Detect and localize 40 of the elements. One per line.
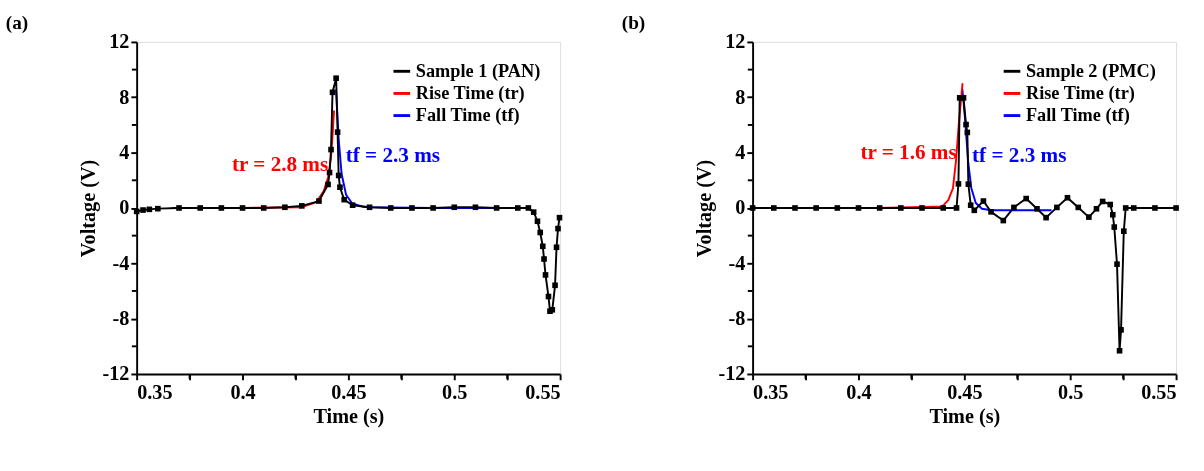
y-tick-label: -12: [102, 362, 130, 385]
y-axis-title: Voltage (V): [76, 159, 100, 258]
annotation: tr = 1.6 ms: [860, 139, 957, 164]
y-tick-label: 12: [725, 30, 746, 53]
x-tick-label: 0.45: [947, 380, 983, 403]
y-tick-label: -4: [112, 251, 130, 274]
annotation: tf = 2.3 ms: [345, 142, 441, 167]
y-tick-label: 0: [735, 196, 746, 219]
x-tick-label: 0.4: [846, 380, 872, 403]
legend-label: Rise Time (tr): [415, 83, 525, 105]
x-tick-label: 0.45: [331, 380, 367, 403]
y-tick-label: 8: [119, 85, 130, 108]
x-tick-label: 0.5: [1058, 380, 1084, 403]
x-tick-label: 0.35: [137, 380, 173, 403]
legend-label: Rise Time (tr): [1025, 83, 1135, 105]
annotation: tr = 2.8 ms: [231, 152, 329, 177]
y-tick-label: -4: [728, 251, 746, 274]
y-tick-label: -8: [112, 306, 130, 329]
chart-title: (a): [5, 12, 29, 35]
y-tick-label: 12: [109, 30, 130, 53]
x-tick-label: 0.4: [230, 380, 256, 403]
x-tick-label: 0.35: [753, 380, 789, 403]
y-tick-label: -12: [718, 362, 746, 385]
y-tick-label: -8: [728, 306, 746, 329]
x-tick-label: 0.5: [442, 380, 468, 403]
legend-label: Fall Time (tf): [415, 105, 520, 127]
y-tick-label: 4: [119, 140, 130, 163]
legend-label: Fall Time (tf): [1025, 105, 1130, 127]
y-axis-title: Voltage (V): [692, 159, 716, 258]
legend-label: Sample 1 (PAN): [415, 61, 541, 83]
x-tick-label: 0.55: [1141, 380, 1177, 403]
x-tick-label: 0.55: [525, 380, 561, 403]
y-tick-label: 0: [119, 196, 130, 219]
y-tick-label: 4: [735, 140, 746, 163]
chart-title: (b): [621, 12, 646, 35]
annotation: tf = 2.3 ms: [972, 142, 1067, 167]
legend-label: Sample 2 (PMC): [1025, 61, 1156, 83]
x-axis-title: Time (s): [313, 404, 385, 428]
y-tick-label: 8: [735, 85, 746, 108]
x-axis-title: Time (s): [929, 404, 1001, 428]
